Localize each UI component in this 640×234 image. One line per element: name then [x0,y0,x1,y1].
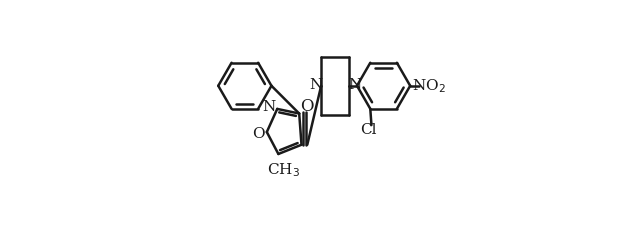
Text: CH$_3$: CH$_3$ [266,161,300,179]
Text: NO$_2$: NO$_2$ [412,77,445,95]
Text: N: N [348,78,362,92]
Text: N: N [308,78,322,92]
Text: O: O [252,127,264,141]
Text: Cl: Cl [360,123,376,137]
Text: N: N [262,100,276,113]
Text: O: O [301,98,314,115]
